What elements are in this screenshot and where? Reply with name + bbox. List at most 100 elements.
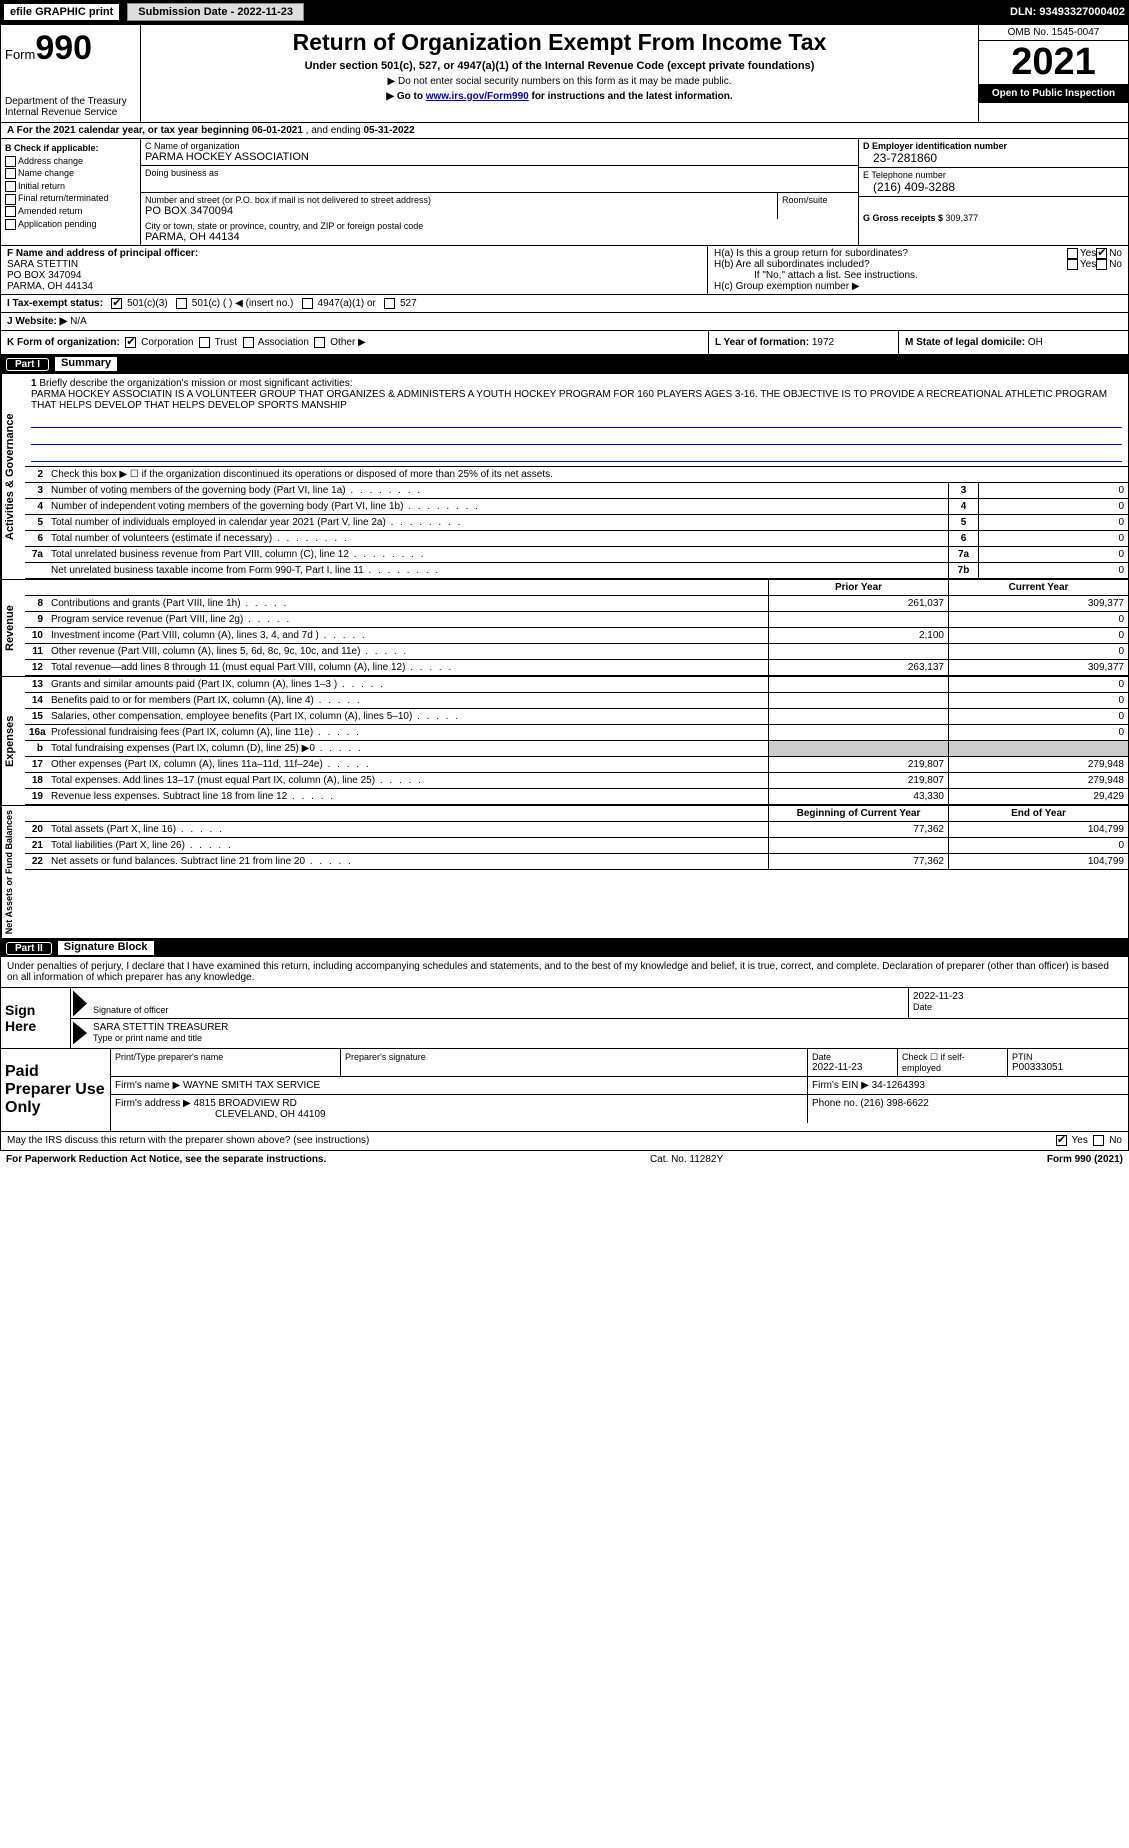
ha-no[interactable] [1096,248,1107,259]
ag-row: Net unrelated business taxable income fr… [25,563,1128,579]
check-final[interactable]: Final return/terminated [5,192,136,205]
hb-yes[interactable] [1067,259,1078,270]
g-label: G Gross receipts $ [863,213,946,223]
prep-label: Paid Preparer Use Only [1,1049,111,1131]
net-assets: Net Assets or Fund Balances Beginning of… [0,806,1129,939]
check-name[interactable]: Name change [5,167,136,180]
paid-preparer: Paid Preparer Use Only Print/Type prepar… [0,1049,1129,1132]
part1-header: Part I Summary [0,355,1129,373]
ag-row: 5Total number of individuals employed in… [25,515,1128,531]
irs-link[interactable]: www.irs.gov/Form990 [426,91,529,102]
col-de: D Employer identification number 23-7281… [858,139,1128,245]
room-label: Room/suite [782,195,854,205]
activities-governance: Activities & Governance 1 Briefly descri… [0,373,1129,580]
rev-row: 9Program service revenue (Part VIII, lin… [25,612,1128,628]
rev-row: 8Contributions and grants (Part VIII, li… [25,596,1128,612]
ag-row: 4Number of independent voting members of… [25,499,1128,515]
ag-row: 7aTotal unrelated business revenue from … [25,547,1128,563]
rev-hdr: Prior Year Current Year [25,580,1128,596]
form-pre: Form [5,47,35,62]
k-corp[interactable] [125,337,136,348]
side-ag: Activities & Governance [1,374,25,579]
penalties-text: Under penalties of perjury, I declare th… [1,957,1128,987]
expenses: Expenses 13Grants and similar amounts pa… [0,677,1129,806]
discuss-yes[interactable] [1056,1135,1067,1146]
form-number: 990 [35,29,92,67]
i-527[interactable] [384,298,395,309]
city: PARMA, OH 44134 [145,231,854,243]
na-row: 22Net assets or fund balances. Subtract … [25,854,1128,870]
rev-row: 12Total revenue—add lines 8 through 11 (… [25,660,1128,676]
footer: For Paperwork Reduction Act Notice, see … [0,1151,1129,1168]
part2-header: Part II Signature Block [0,939,1129,957]
exp-row: 14Benefits paid to or for members (Part … [25,693,1128,709]
side-rev: Revenue [1,580,25,676]
na-hdr: Beginning of Current Year End of Year [25,806,1128,822]
d-label: D Employer identification number [863,141,1124,151]
k-trust[interactable] [199,337,210,348]
mission: 1 Briefly describe the organization's mi… [25,374,1128,467]
form-header: Form990 Department of the Treasury Inter… [0,24,1129,123]
h-block: H(a) Is this a group return for subordin… [708,246,1128,294]
i-501c3[interactable] [111,298,122,309]
info-block: B Check if applicable: Address change Na… [0,138,1129,246]
discuss-row: May the IRS discuss this return with the… [0,1132,1129,1150]
org-name: PARMA HOCKEY ASSOCIATION [145,151,854,163]
form-subtitle: Under section 501(c), 527, or 4947(a)(1)… [147,60,972,72]
form-title: Return of Organization Exempt From Incom… [147,29,972,56]
e-label: E Telephone number [863,170,1124,180]
revenue: Revenue Prior Year Current Year 8Contrib… [0,580,1129,677]
side-na: Net Assets or Fund Balances [1,806,25,938]
ein: 23-7281860 [863,151,1124,165]
col-b-hdr: B Check if applicable: [5,142,136,155]
form-footer: Form 990 (2021) [1047,1154,1123,1165]
rev-row: 11Other revenue (Part VIII, column (A), … [25,644,1128,660]
c-label: C Name of organization [145,141,854,151]
ha-yes[interactable] [1067,248,1078,259]
check-initial[interactable]: Initial return [5,180,136,193]
k-assoc[interactable] [243,337,254,348]
arrow-icon [73,1021,87,1044]
i-4947[interactable] [302,298,313,309]
exp-row: 16aProfessional fundraising fees (Part I… [25,725,1128,741]
omb-no: OMB No. 1545-0047 [979,25,1128,41]
check-pending[interactable]: Application pending [5,218,136,231]
form-title-block: Return of Organization Exempt From Incom… [141,25,978,122]
calendar-year-row: A For the 2021 calendar year, or tax yea… [0,123,1129,138]
fh-block: F Name and address of principal officer:… [0,246,1129,295]
exp-row: 19Revenue less expenses. Subtract line 1… [25,789,1128,805]
check-amended[interactable]: Amended return [5,205,136,218]
form-year: 2021 [979,41,1128,84]
submission-date-button[interactable]: Submission Date - 2022-11-23 [127,3,304,21]
col-b: B Check if applicable: Address change Na… [1,139,141,245]
exp-row: 17Other expenses (Part IX, column (A), l… [25,757,1128,773]
goto-line: ▶ Go to www.irs.gov/Form990 for instruct… [147,91,972,102]
hc: H(c) Group exemption number ▶ [714,281,1122,292]
col-c: C Name of organization PARMA HOCKEY ASSO… [141,139,858,245]
hb-no[interactable] [1096,259,1107,270]
mission-text: PARMA HOCKEY ASSOCIATIN IS A VOLUNTEER G… [31,389,1107,411]
k-other[interactable] [314,337,325,348]
ag-row: 3Number of voting members of the governi… [25,483,1128,499]
arrow-icon [73,990,87,1016]
exp-row: 15Salaries, other compensation, employee… [25,709,1128,725]
open-public: Open to Public Inspection [979,84,1128,103]
exp-row: 18Total expenses. Add lines 13–17 (must … [25,773,1128,789]
dept-treasury: Department of the Treasury [5,96,136,107]
gross: 309,377 [946,213,979,223]
exp-row: 13Grants and similar amounts paid (Part … [25,677,1128,693]
discuss-no[interactable] [1093,1135,1104,1146]
phone: (216) 409-3288 [863,180,1124,194]
row-k: K Form of organization: Corporation Trus… [0,331,1129,355]
efile-tag: efile GRAPHIC print [4,4,119,20]
row-j: J Website: ▶ N/A [0,313,1129,331]
exp-row: bTotal fundraising expenses (Part IX, co… [25,741,1128,757]
side-exp: Expenses [1,677,25,805]
row-i: I Tax-exempt status: 501(c)(3) 501(c) ( … [0,295,1129,313]
signature-block: Under penalties of perjury, I declare th… [0,957,1129,1049]
check-address[interactable]: Address change [5,155,136,168]
principal-officer: F Name and address of principal officer:… [1,246,708,294]
topbar: efile GRAPHIC print Submission Date - 20… [0,0,1129,24]
i-501c[interactable] [176,298,187,309]
sign-here-label: Sign Here [1,988,71,1048]
